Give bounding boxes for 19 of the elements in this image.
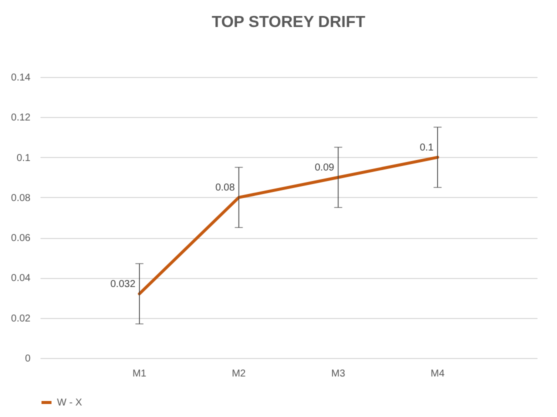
x-tick-label: M1: [132, 368, 147, 380]
chart-title: TOP STOREY DRIFT: [212, 14, 366, 31]
y-tick-label: 0.14: [11, 72, 31, 84]
y-tick-label: 0.04: [11, 273, 31, 284]
y-tick-label: 0.06: [11, 233, 31, 244]
y-tick-label: 0.1: [16, 152, 31, 164]
y-tick-label: 0.12: [11, 112, 31, 124]
x-tick-label: M2: [232, 368, 246, 380]
data-label: 0.08: [215, 182, 236, 194]
y-tick-label: 0.02: [11, 313, 31, 324]
x-tick-label: M3: [331, 368, 346, 380]
data-label: 0.1: [420, 142, 434, 154]
line-series: [138, 156, 440, 296]
y-tick-label: 0.08: [11, 192, 31, 204]
y-tick-label: 0: [24, 354, 31, 364]
legend-label: W - X: [57, 398, 82, 408]
x-tick-label: M4: [430, 368, 445, 380]
data-label: 0.09: [314, 162, 335, 174]
data-label: 0.032: [110, 278, 136, 290]
